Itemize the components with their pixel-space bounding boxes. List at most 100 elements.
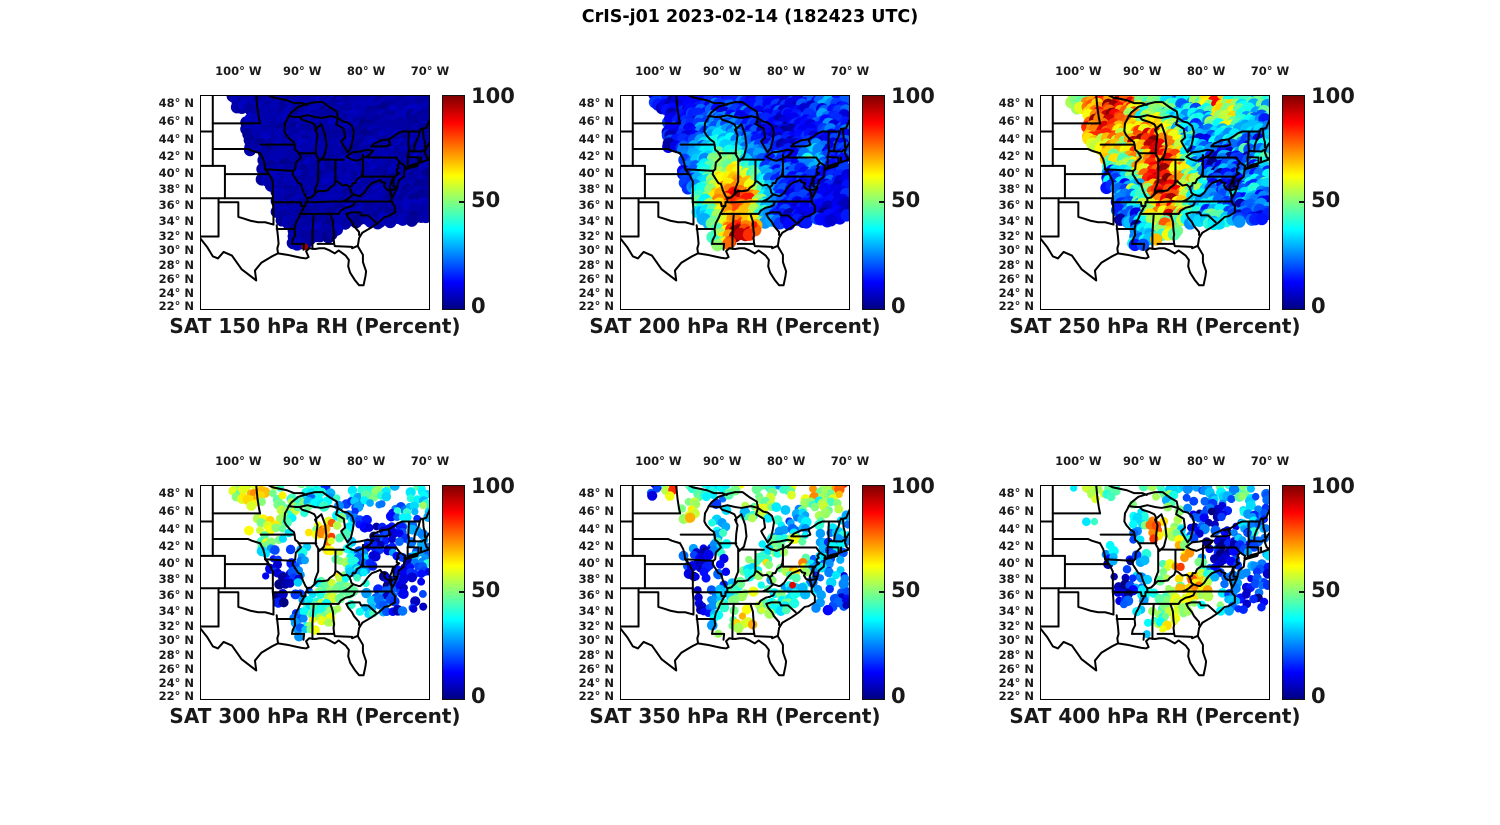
lat-tick-label: 32° N — [158, 618, 194, 633]
lat-tick-label: 48° N — [158, 486, 194, 501]
lat-tick-label: 32° N — [158, 228, 194, 243]
lat-tick-label: 44° N — [998, 522, 1034, 537]
lat-tick-label: 28° N — [578, 647, 614, 662]
lat-tick-label: 34° N — [158, 603, 194, 618]
lat-tick-label: 36° N — [578, 198, 614, 213]
lat-tick-label: 42° N — [998, 539, 1034, 554]
colorbar-midtick — [1299, 201, 1304, 203]
lat-tick-label: 32° N — [998, 618, 1034, 633]
lat-tick-label: 38° N — [158, 572, 194, 587]
panel-400hpa: 100° W 90° W 80° W 70° W 48° N 46° N 44° N 42° … — [978, 443, 1370, 755]
lat-tick-label: 26° N — [158, 271, 194, 286]
colorbar-tick-label: 0 — [1311, 294, 1326, 318]
lat-tick-label: 42° N — [158, 539, 194, 554]
lon-tick-label: 80° W — [766, 454, 806, 468]
lat-tick-label: 32° N — [578, 618, 614, 633]
lon-tick-label: 80° W — [346, 64, 386, 78]
lat-tick-label: 26° N — [998, 271, 1034, 286]
lat-tick-label: 30° N — [158, 633, 194, 648]
lat-tick-label: 28° N — [578, 257, 614, 272]
colorbar-tick-label: 0 — [471, 684, 486, 708]
lat-tick-label: 38° N — [998, 572, 1034, 587]
panel-title: SAT 300 hPa RH (Percent) — [169, 704, 461, 728]
colorbar — [442, 95, 465, 310]
lat-tick-label: 44° N — [578, 522, 614, 537]
lon-tick-label: 90° W — [1122, 64, 1162, 78]
map-canvas-300hpa — [200, 485, 430, 700]
colorbar-tick-label: 0 — [891, 294, 906, 318]
colorbar-tick-label: 50 — [1311, 188, 1341, 212]
lat-tick-label: 36° N — [578, 588, 614, 603]
lat-tick-label: 40° N — [578, 166, 614, 181]
lat-tick-label: 34° N — [578, 213, 614, 228]
colorbar-tick-label: 50 — [891, 188, 921, 212]
panel-150hpa: 100° W 90° W 80° W 70° W 48° N 46° N 44° N 42° … — [138, 53, 530, 365]
lat-tick-label: 24° N — [578, 285, 614, 300]
colorbar — [442, 485, 465, 700]
lon-tick-label: 80° W — [766, 64, 806, 78]
colorbar-midtick — [459, 201, 464, 203]
lat-tick-label: 48° N — [158, 96, 194, 111]
lat-tick-label: 24° N — [578, 675, 614, 690]
lon-tick-label: 90° W — [702, 454, 742, 468]
colorbar-tick-label: 50 — [891, 578, 921, 602]
lon-tick-label: 70° W — [410, 454, 450, 468]
lat-tick-label: 38° N — [578, 572, 614, 587]
lon-tick-label: 90° W — [282, 64, 322, 78]
colorbar-midtick — [1299, 591, 1304, 593]
lat-tick-label: 46° N — [158, 504, 194, 519]
lat-tick-label: 28° N — [998, 257, 1034, 272]
lat-tick-label: 46° N — [158, 114, 194, 129]
colorbar — [1282, 95, 1305, 310]
lat-tick-label: 22° N — [998, 689, 1034, 704]
lon-tick-label: 80° W — [346, 454, 386, 468]
lat-tick-label: 42° N — [578, 149, 614, 164]
lat-tick-label: 24° N — [158, 285, 194, 300]
lat-tick-label: 26° N — [578, 271, 614, 286]
lat-tick-label: 34° N — [998, 603, 1034, 618]
lat-tick-label: 38° N — [998, 182, 1034, 197]
colorbar-midtick — [459, 591, 464, 593]
lat-tick-label: 38° N — [578, 182, 614, 197]
colorbar-tick-label: 100 — [1311, 474, 1355, 498]
lat-tick-label: 40° N — [998, 556, 1034, 571]
lon-tick-label: 70° W — [410, 64, 450, 78]
lon-tick-label: 100° W — [1055, 64, 1102, 78]
lat-tick-label: 48° N — [578, 96, 614, 111]
lat-tick-label: 44° N — [578, 132, 614, 147]
colorbar-tick-label: 50 — [471, 578, 501, 602]
lat-tick-label: 38° N — [158, 182, 194, 197]
lat-tick-label: 32° N — [578, 228, 614, 243]
lat-tick-label: 48° N — [998, 96, 1034, 111]
colorbar — [1282, 485, 1305, 700]
colorbar-midtick — [879, 201, 884, 203]
lat-tick-label: 40° N — [578, 556, 614, 571]
colorbar-tick-label: 100 — [891, 474, 935, 498]
panel-350hpa: 100° W 90° W 80° W 70° W 48° N 46° N 44° N 42° … — [558, 443, 950, 755]
lat-tick-label: 30° N — [158, 243, 194, 258]
map-canvas-150hpa — [200, 95, 430, 310]
lat-tick-label: 46° N — [578, 114, 614, 129]
lat-tick-label: 46° N — [578, 504, 614, 519]
panel-title: SAT 350 hPa RH (Percent) — [589, 704, 881, 728]
lat-tick-label: 48° N — [578, 486, 614, 501]
lat-tick-label: 22° N — [578, 689, 614, 704]
lat-tick-label: 40° N — [998, 166, 1034, 181]
colorbar-tick-label: 50 — [471, 188, 501, 212]
lat-tick-label: 30° N — [998, 633, 1034, 648]
lon-tick-label: 90° W — [1122, 454, 1162, 468]
lat-tick-label: 22° N — [158, 299, 194, 314]
panel-title: SAT 400 hPa RH (Percent) — [1009, 704, 1301, 728]
lat-tick-label: 24° N — [998, 675, 1034, 690]
colorbar-tick-label: 100 — [471, 474, 515, 498]
colorbar-tick-label: 100 — [1311, 84, 1355, 108]
map-canvas-400hpa — [1040, 485, 1270, 700]
lat-tick-label: 26° N — [998, 661, 1034, 676]
lat-tick-label: 42° N — [578, 539, 614, 554]
panel-200hpa: 100° W 90° W 80° W 70° W 48° N 46° N 44° N 42° … — [558, 53, 950, 365]
lat-tick-label: 30° N — [578, 243, 614, 258]
lat-tick-label: 46° N — [998, 504, 1034, 519]
lon-tick-label: 90° W — [702, 64, 742, 78]
lat-tick-label: 28° N — [158, 257, 194, 272]
